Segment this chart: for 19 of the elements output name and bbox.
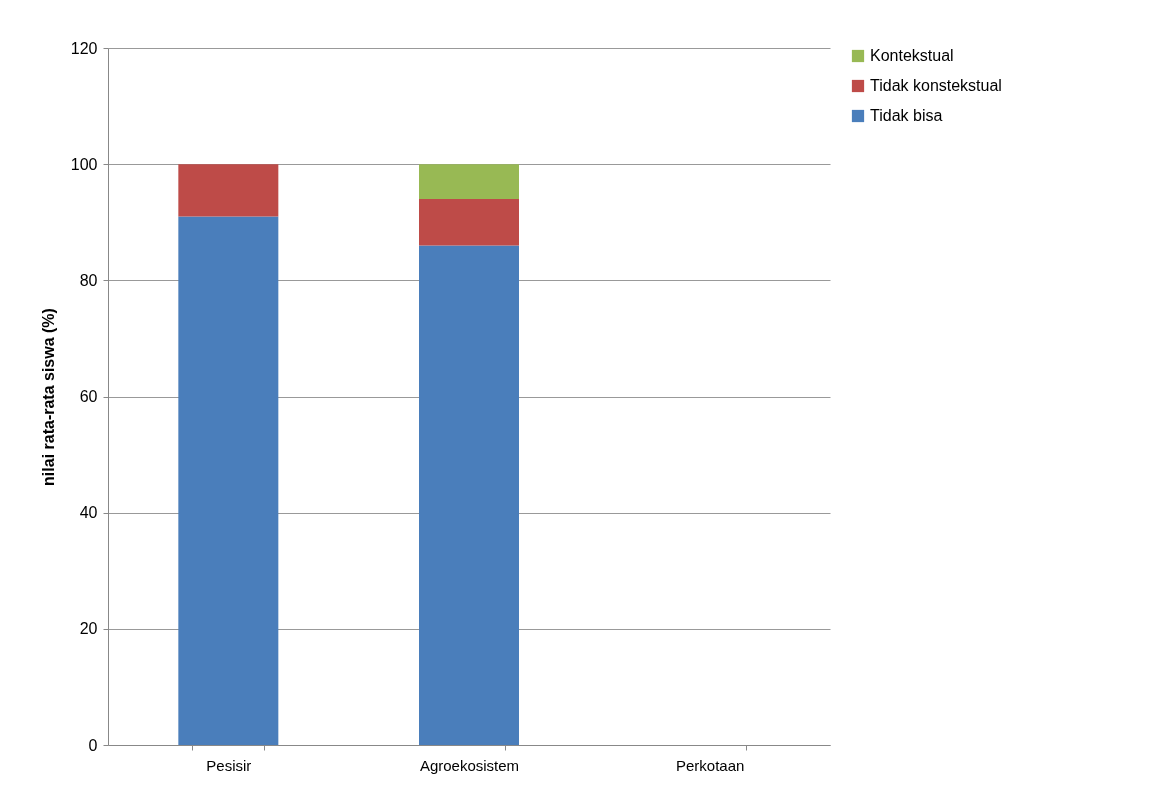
y-tick-label: 0 [88,736,98,754]
y-axis-title: nilai rata-rata siswa (%) [39,308,57,486]
legend-label: Kontekstual [870,47,954,64]
legend-label: Tidak bisa [870,107,943,124]
bar [419,199,519,246]
x-tick-label: Pesisir [206,756,252,774]
x-tick-label: Agroekosistem [419,756,520,774]
bar [419,245,519,745]
y-tick-label: 80 [79,271,98,289]
y-tick-label: 40 [79,504,98,522]
bar [178,216,279,745]
bar [178,164,279,217]
bar [419,164,519,200]
y-tick-label: 120 [70,39,98,57]
y-tick-label: 20 [79,620,98,638]
y-tick-label: 60 [79,388,98,405]
x-tick-label: Perkotaan [675,756,745,774]
legend-label: Tidak konstekstual [870,77,1002,94]
y-tick-label: 100 [70,155,98,173]
